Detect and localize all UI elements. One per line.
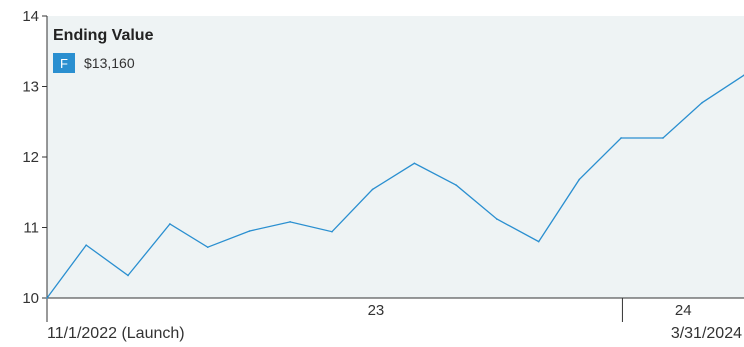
data-point-6 [289, 221, 291, 223]
data-point-8 [371, 188, 374, 191]
data-point-13 [578, 178, 581, 181]
legend-value: $13,160 [84, 55, 135, 71]
data-point-3 [169, 223, 171, 225]
data-point-2 [127, 274, 129, 277]
data-point-0 [46, 297, 48, 299]
y-tick-label-0: 10 [22, 290, 39, 307]
plot-area-background [47, 16, 744, 298]
data-point-10 [455, 184, 458, 186]
y-tick-label-3: 13 [22, 79, 39, 96]
series-line-f [46, 74, 744, 299]
y-tick-label-2: 12 [22, 149, 39, 166]
year-label-23: 23 [368, 302, 385, 319]
y-tick-label-4: 14 [22, 8, 39, 25]
data-point-11 [496, 218, 498, 220]
legend-title: Ending Value [53, 27, 154, 44]
data-point-1 [85, 244, 87, 246]
year-label-24: 24 [675, 302, 692, 319]
y-tick-label-1: 11 [23, 220, 39, 237]
data-point-5 [248, 230, 251, 232]
legend-badge [53, 53, 75, 73]
data-point-7 [331, 230, 333, 233]
data-point-16 [701, 101, 703, 104]
legend-badge-label: F [60, 56, 68, 71]
y-axis: 10 11 12 13 14 [22, 8, 48, 322]
data-point-14 [620, 137, 622, 139]
data-point-9 [413, 162, 416, 165]
x-axis: 23 24 [47, 297, 744, 322]
data-point-15 [662, 137, 664, 139]
data-point-12 [537, 240, 540, 243]
end-date-label: 3/31/2024 [670, 325, 742, 342]
start-date-label: 11/1/2022 (Launch) [47, 325, 185, 342]
data-point-4 [206, 246, 209, 249]
legend: Ending Value F $13,160 [53, 27, 154, 73]
